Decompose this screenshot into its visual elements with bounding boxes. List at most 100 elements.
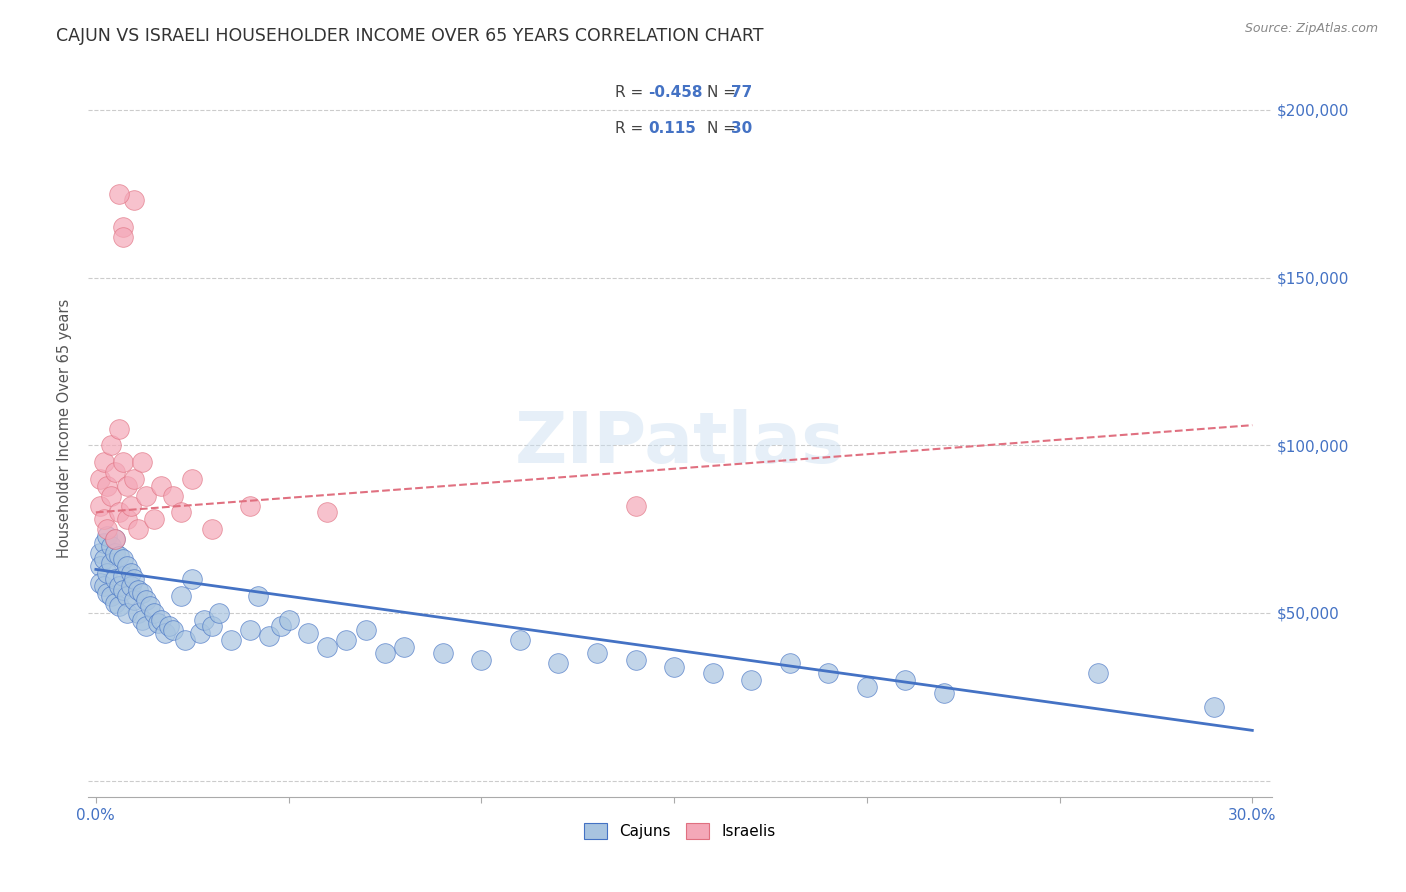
Point: [96, 522, 118, 536]
Point: [127, 582, 149, 597]
Point: [89, 472, 111, 486]
Point: [150, 613, 173, 627]
Point: [624, 499, 647, 513]
Point: [93, 455, 115, 469]
Point: [108, 549, 131, 563]
Point: [208, 606, 231, 620]
Text: 77: 77: [731, 86, 752, 100]
Point: [115, 606, 138, 620]
Point: [115, 559, 138, 574]
Point: [131, 455, 153, 469]
Text: N =: N =: [707, 120, 741, 136]
Point: [111, 569, 134, 583]
Point: [93, 535, 115, 549]
Point: [509, 632, 531, 647]
Text: ZIPatlas: ZIPatlas: [515, 409, 845, 478]
Point: [111, 455, 134, 469]
Point: [96, 529, 118, 543]
Point: [111, 552, 134, 566]
Point: [89, 575, 111, 590]
Point: [131, 586, 153, 600]
Point: [157, 619, 180, 633]
Point: [155, 626, 177, 640]
Point: [108, 186, 131, 201]
Point: [127, 522, 149, 536]
Point: [124, 194, 146, 208]
Point: [127, 606, 149, 620]
Point: [169, 589, 191, 603]
Text: R =: R =: [614, 86, 648, 100]
Point: [270, 619, 292, 633]
Point: [104, 573, 127, 587]
Point: [219, 632, 242, 647]
Point: [115, 478, 138, 492]
Point: [115, 589, 138, 603]
Text: -0.458: -0.458: [648, 86, 703, 100]
Point: [1087, 666, 1109, 681]
Point: [111, 230, 134, 244]
Point: [104, 532, 127, 546]
Point: [120, 579, 142, 593]
Point: [662, 659, 685, 673]
Point: [131, 613, 153, 627]
Point: [89, 559, 111, 574]
Point: [104, 596, 127, 610]
Point: [96, 478, 118, 492]
Point: [740, 673, 762, 687]
Point: [135, 592, 157, 607]
Point: [470, 653, 492, 667]
Point: [586, 646, 609, 660]
Point: [146, 615, 169, 630]
Point: [100, 438, 122, 452]
Point: [93, 512, 115, 526]
Point: [200, 619, 222, 633]
Point: [93, 579, 115, 593]
Point: [93, 552, 115, 566]
Point: [394, 640, 416, 654]
Point: [111, 220, 134, 235]
Legend: Cajuns, Israelis: Cajuns, Israelis: [578, 817, 782, 845]
Point: [246, 589, 269, 603]
Point: [111, 582, 134, 597]
Point: [108, 505, 131, 519]
Point: [932, 686, 955, 700]
Point: [297, 626, 319, 640]
Point: [100, 489, 122, 503]
Text: N =: N =: [707, 86, 741, 100]
Point: [259, 630, 281, 644]
Point: [432, 646, 454, 660]
Point: [124, 592, 146, 607]
Point: [115, 512, 138, 526]
Point: [374, 646, 396, 660]
Point: [135, 619, 157, 633]
Point: [316, 505, 339, 519]
Point: [779, 657, 801, 671]
Point: [894, 673, 917, 687]
Text: 0.115: 0.115: [648, 120, 696, 136]
Point: [547, 657, 569, 671]
Point: [193, 613, 215, 627]
Text: 30: 30: [731, 120, 752, 136]
Point: [181, 573, 204, 587]
Point: [100, 539, 122, 553]
Point: [96, 586, 118, 600]
Point: [169, 505, 191, 519]
Point: [89, 499, 111, 513]
Point: [817, 666, 839, 681]
Point: [135, 489, 157, 503]
Point: [124, 472, 146, 486]
Y-axis label: Householder Income Over 65 years: Householder Income Over 65 years: [58, 299, 72, 558]
Point: [181, 472, 204, 486]
Point: [139, 599, 162, 614]
Text: CAJUN VS ISRAELI HOUSEHOLDER INCOME OVER 65 YEARS CORRELATION CHART: CAJUN VS ISRAELI HOUSEHOLDER INCOME OVER…: [56, 27, 763, 45]
Point: [89, 546, 111, 560]
Point: [120, 566, 142, 580]
Point: [150, 478, 173, 492]
Point: [96, 566, 118, 580]
Text: R =: R =: [614, 120, 648, 136]
Point: [100, 589, 122, 603]
Point: [104, 465, 127, 479]
Point: [239, 499, 262, 513]
Point: [354, 623, 377, 637]
Point: [856, 680, 879, 694]
